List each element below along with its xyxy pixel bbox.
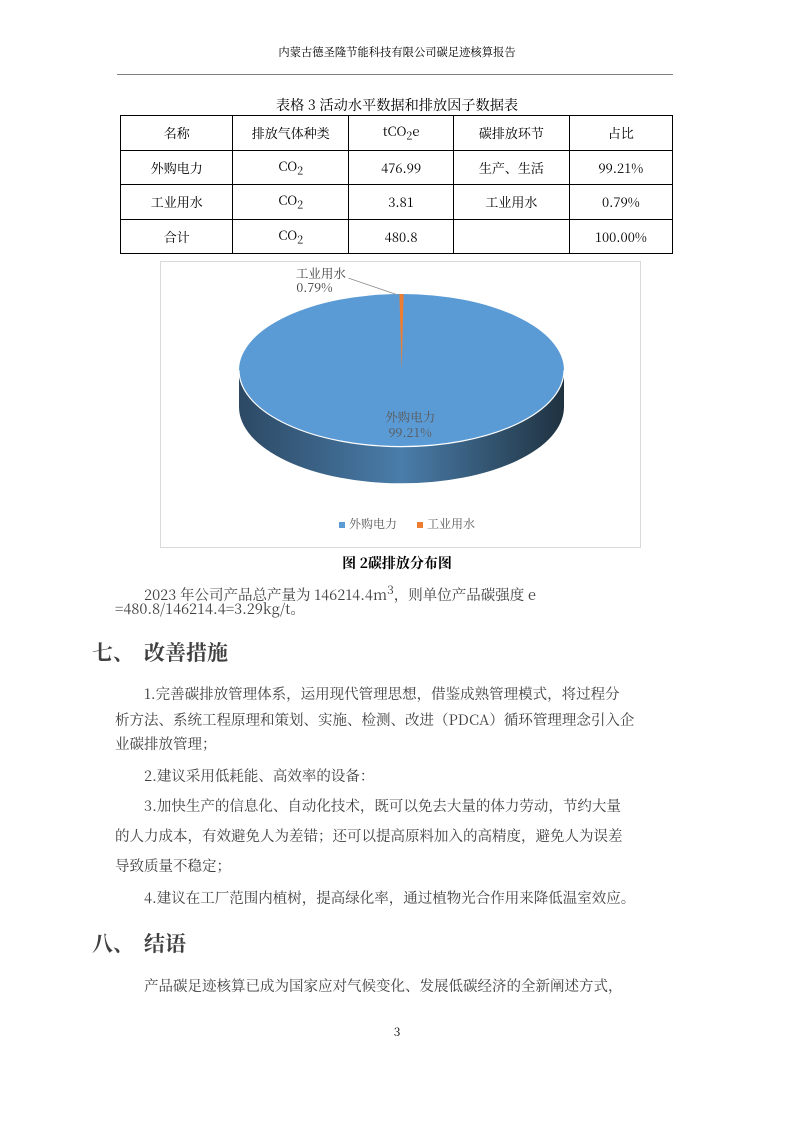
svg-text:工业用水: 工业用水 (427, 515, 475, 532)
svg-text:0.79%: 0.79% (296, 278, 332, 296)
svg-text:外购电力: 外购电力 (349, 515, 397, 532)
svg-text:99.21%: 99.21% (389, 423, 432, 441)
